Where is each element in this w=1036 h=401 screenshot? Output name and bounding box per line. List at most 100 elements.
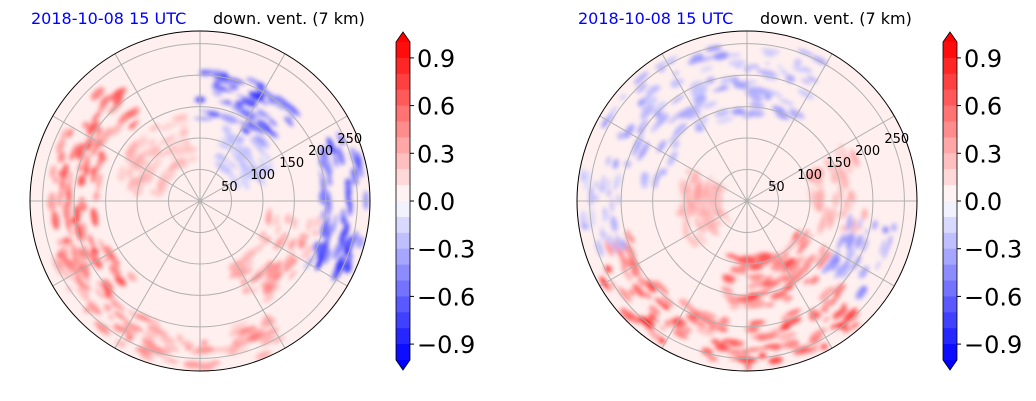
left-field-cell — [172, 158, 190, 169]
right-field-cell — [691, 87, 708, 97]
left-grid-spoke-60 — [199, 53, 286, 202]
left-field-cell — [102, 278, 114, 291]
left-field-cell — [248, 327, 266, 337]
left-field-cell — [57, 238, 65, 246]
left-field-cell — [212, 156, 220, 161]
right-field-cell — [628, 289, 635, 297]
right-field-cell — [637, 316, 654, 330]
left-colorbar-band — [396, 344, 410, 361]
right-field-cell — [659, 169, 667, 176]
left-field-cell — [67, 268, 78, 285]
left-radial-labels: 50 100 150 200 250 — [221, 132, 362, 195]
right-field-cell — [795, 263, 811, 278]
right-field-cell — [845, 247, 855, 260]
left-field-cell — [259, 265, 267, 274]
left-field-cell — [340, 216, 348, 225]
right-title-variable: down. vent. (7 km) — [760, 9, 912, 28]
right-field-cell — [630, 236, 635, 244]
right-field-cell — [599, 276, 608, 288]
right-colorbar-band — [943, 153, 957, 170]
right-field-cell — [632, 283, 645, 298]
left-field-cell — [57, 151, 66, 163]
right-field-cell — [695, 327, 715, 336]
left-field-cell — [215, 161, 232, 175]
left-field-cell — [147, 164, 155, 172]
right-field-cell — [659, 325, 666, 331]
left-field-cell — [242, 286, 252, 294]
left-field-cell — [186, 155, 198, 162]
right-field-cell — [581, 171, 586, 182]
right-field-cell — [593, 181, 600, 188]
right-field-cell — [840, 263, 853, 279]
left-colorbar-band — [396, 216, 410, 234]
left-field-cell — [128, 106, 139, 115]
right-field-cell — [760, 281, 768, 287]
left-field-cell — [197, 362, 216, 368]
right-radial-label-100: 100 — [797, 168, 822, 183]
right-field-cell — [690, 170, 699, 185]
right-field-cell — [728, 269, 748, 274]
right-grid-spoke-150 — [599, 115, 748, 202]
right-grid-spoke-300 — [746, 200, 833, 349]
left-field-cell — [315, 253, 326, 271]
left-field-cell — [134, 136, 149, 152]
right-field-cell — [818, 244, 827, 255]
right-field-cell — [629, 261, 641, 277]
right-field-cell — [668, 58, 675, 65]
left-field-cell — [113, 95, 124, 105]
right-field-cell — [764, 94, 772, 101]
right-field-cell — [760, 48, 781, 54]
right-field-cell — [836, 233, 845, 250]
right-field-cell — [687, 306, 702, 315]
right-field-cell — [734, 63, 743, 69]
right-field-cell — [600, 231, 606, 238]
right-field-cell — [643, 172, 650, 189]
left-grid-spoke-210 — [52, 200, 201, 287]
left-field-cell — [119, 175, 125, 183]
left-field-cell — [96, 173, 102, 191]
right-field-cell — [875, 260, 881, 270]
right-field-cell — [820, 305, 829, 313]
right-field-cell — [834, 149, 842, 158]
left-colorbar-band — [396, 248, 410, 266]
left-field-cell — [265, 208, 272, 224]
right-field-cell — [830, 173, 838, 184]
left-field-cell — [284, 116, 294, 127]
right-field-cell — [633, 71, 649, 85]
right-field-cell — [589, 187, 594, 197]
right-field-cell — [686, 205, 691, 218]
right-field-cell — [781, 251, 789, 259]
right-field-cell — [748, 86, 767, 95]
left-field-cell — [109, 295, 117, 302]
left-panel: 2018-10-08 15 UTC down. vent. (7 km) 50 … — [29, 9, 475, 372]
left-field-cell — [87, 302, 101, 316]
right-field-cell — [722, 274, 734, 281]
left-field-cell — [297, 232, 304, 246]
right-field-cell — [686, 109, 702, 120]
right-field-cell — [810, 336, 817, 344]
right-field-cell — [604, 238, 615, 256]
right-polar-plot — [577, 31, 917, 371]
left-field-cell — [138, 175, 146, 183]
right-radial-label-50: 50 — [768, 180, 785, 195]
left-field-cell — [267, 215, 272, 227]
right-colorbar-label-neg0.3: −0.3 — [964, 236, 1022, 264]
left-field-cell — [80, 269, 90, 283]
right-field-cell — [817, 257, 827, 269]
right-field-cell — [855, 288, 866, 300]
left-field-cell — [313, 216, 322, 228]
right-field-cell — [700, 311, 717, 319]
right-field-cell — [652, 101, 667, 115]
right-field-cell — [812, 55, 828, 66]
right-field-cell — [809, 275, 820, 285]
right-field-cell — [840, 169, 849, 190]
right-field-cell — [827, 299, 838, 308]
left-field-cell — [308, 253, 316, 266]
right-colorbar-label-0.9: 0.9 — [964, 45, 1002, 73]
right-field-cell — [848, 190, 853, 204]
right-field-cell — [844, 202, 853, 212]
right-field-cell — [654, 280, 669, 295]
right-field-cell — [818, 286, 835, 301]
right-colorbar-band — [943, 328, 957, 345]
left-field-cell — [77, 174, 86, 187]
